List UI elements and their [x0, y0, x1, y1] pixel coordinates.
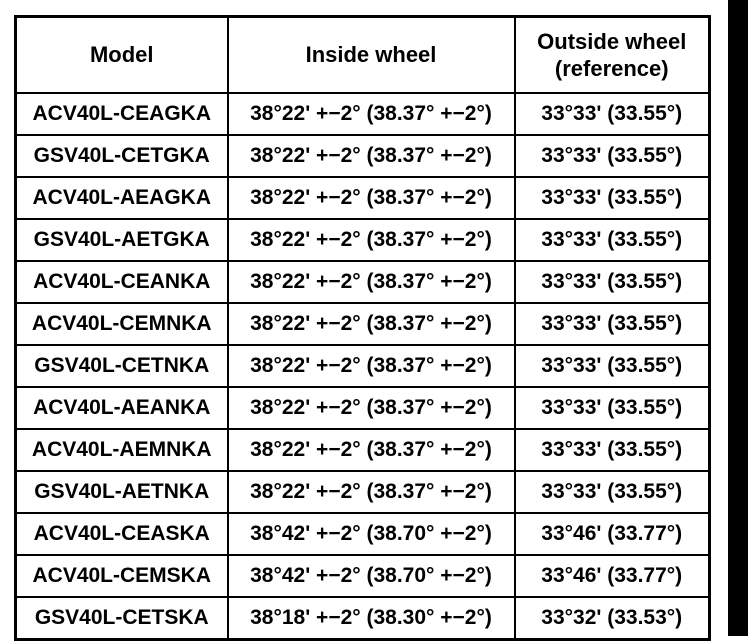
outside-wheel-cell: 33°32' (33.53°) — [513, 596, 711, 641]
table-row: ACV40L-AEAGKA 38°22' +−2° (38.37° +−2°) 33… — [14, 176, 711, 220]
outside-wheel-cell: 33°33' (33.55°) — [513, 134, 711, 178]
table-row: ACV40L-CEMSKA 38°42' +−2° (38.70° +−2°) 33… — [14, 554, 711, 598]
model-cell: ACV40L-AEANKA — [14, 386, 229, 430]
table-row: ACV40L-CEAGKA 38°22' +−2° (38.37° +−2°) 33… — [14, 92, 711, 136]
inside-wheel-cell: 38°22' +−2° (38.37° +−2°) — [226, 386, 516, 430]
outside-wheel-cell: 33°33' (33.55°) — [513, 470, 711, 514]
table-body: ACV40L-CEAGKA 38°22' +−2° (38.37° +−2°) 33… — [14, 92, 711, 641]
inside-wheel-cell: 38°22' +−2° (38.37° +−2°) — [226, 428, 516, 472]
inside-wheel-cell: 38°22' +−2° (38.37° +−2°) — [226, 176, 516, 220]
col-header-model: Model — [14, 15, 229, 94]
model-cell: ACV40L-CEANKA — [14, 260, 229, 304]
col-header-inside-wheel: Inside wheel — [226, 15, 516, 94]
wheel-angle-spec-table: Model Inside wheel Outside wheel (refere… — [14, 15, 711, 641]
table-row: ACV40L-CEASKA 38°42' +−2° (38.70° +−2°) 33… — [14, 512, 711, 556]
inside-wheel-cell: 38°22' +−2° (38.37° +−2°) — [226, 134, 516, 178]
inside-wheel-cell: 38°22' +−2° (38.37° +−2°) — [226, 260, 516, 304]
outside-wheel-cell: 33°46' (33.77°) — [513, 554, 711, 598]
model-cell: ACV40L-AEAGKA — [14, 176, 229, 220]
model-cell: GSV40L-AETNKA — [14, 470, 229, 514]
table-row: ACV40L-AEANKA 38°22' +−2° (38.37° +−2°) 33… — [14, 386, 711, 430]
outside-wheel-cell: 33°33' (33.55°) — [513, 428, 711, 472]
outside-wheel-cell: 33°33' (33.55°) — [513, 344, 711, 388]
inside-wheel-cell: 38°22' +−2° (38.37° +−2°) — [226, 470, 516, 514]
outside-wheel-cell: 33°33' (33.55°) — [513, 302, 711, 346]
outside-wheel-cell: 33°46' (33.77°) — [513, 512, 711, 556]
model-cell: ACV40L-CEMSKA — [14, 554, 229, 598]
table-row: ACV40L-CEMNKA 38°22' +−2° (38.37° +−2°) 33… — [14, 302, 711, 346]
inside-wheel-cell: 38°18' +−2° (38.30° +−2°) — [226, 596, 516, 641]
model-cell: ACV40L-CEAGKA — [14, 92, 229, 136]
table-row: ACV40L-AEMNKA 38°22' +−2° (38.37° +−2°) 33… — [14, 428, 711, 472]
outside-wheel-cell: 33°33' (33.55°) — [513, 260, 711, 304]
model-cell: GSV40L-CETGKA — [14, 134, 229, 178]
table-header-row: Model Inside wheel Outside wheel (refere… — [14, 15, 711, 94]
table-row: ACV40L-CEANKA 38°22' +−2° (38.37° +−2°) 33… — [14, 260, 711, 304]
model-cell: ACV40L-CEASKA — [14, 512, 229, 556]
col-header-outside-wheel: Outside wheel (reference) — [513, 15, 711, 94]
model-cell: GSV40L-AETGKA — [14, 218, 229, 262]
table-row: GSV40L-AETNKA 38°22' +−2° (38.37° +−2°) 33… — [14, 470, 711, 514]
table-row: GSV40L-CETGKA 38°22' +−2° (38.37° +−2°) 33… — [14, 134, 711, 178]
table-row: GSV40L-AETGKA 38°22' +−2° (38.37° +−2°) 33… — [14, 218, 711, 262]
inside-wheel-cell: 38°22' +−2° (38.37° +−2°) — [226, 92, 516, 136]
inside-wheel-cell: 38°22' +−2° (38.37° +−2°) — [226, 302, 516, 346]
inside-wheel-cell: 38°42' +−2° (38.70° +−2°) — [226, 554, 516, 598]
table-row: GSV40L-CETNKA 38°22' +−2° (38.37° +−2°) 33… — [14, 344, 711, 388]
table-row: GSV40L-CETSKA 38°18' +−2° (38.30° +−2°) 33… — [14, 596, 711, 641]
outside-wheel-cell: 33°33' (33.55°) — [513, 386, 711, 430]
page-edge-bar — [728, 0, 748, 636]
inside-wheel-cell: 38°22' +−2° (38.37° +−2°) — [226, 344, 516, 388]
model-cell: ACV40L-AEMNKA — [14, 428, 229, 472]
inside-wheel-cell: 38°42' +−2° (38.70° +−2°) — [226, 512, 516, 556]
model-cell: GSV40L-CETSKA — [14, 596, 229, 641]
outside-wheel-cell: 33°33' (33.55°) — [513, 218, 711, 262]
outside-wheel-cell: 33°33' (33.55°) — [513, 176, 711, 220]
outside-wheel-cell: 33°33' (33.55°) — [513, 92, 711, 136]
inside-wheel-cell: 38°22' +−2° (38.37° +−2°) — [226, 218, 516, 262]
model-cell: GSV40L-CETNKA — [14, 344, 229, 388]
model-cell: ACV40L-CEMNKA — [14, 302, 229, 346]
